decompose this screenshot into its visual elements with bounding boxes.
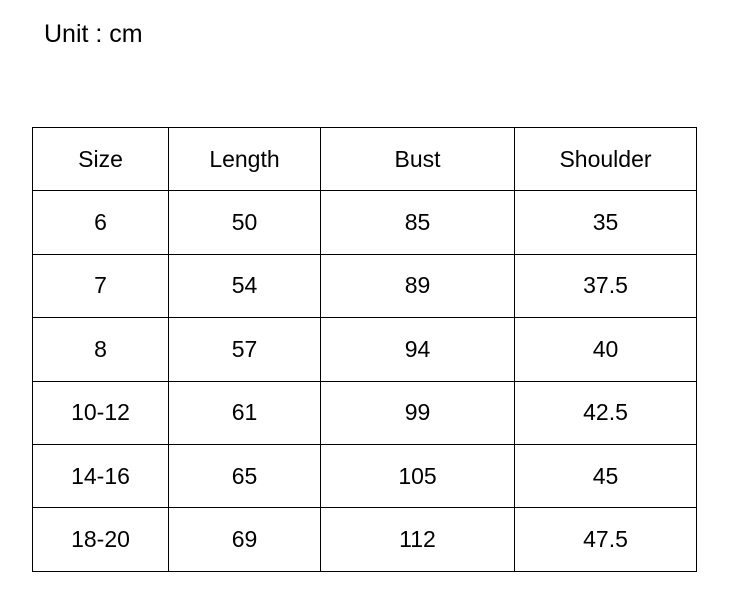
table-cell: 42.5: [514, 380, 697, 445]
column-header: Bust: [320, 126, 515, 192]
table-cell: 99: [320, 380, 515, 445]
table-cell: 18-20: [32, 507, 169, 572]
table-row: 6 50 85 35: [32, 190, 697, 255]
table-cell: 45: [514, 443, 697, 509]
table-cell: 8: [32, 317, 169, 382]
table-cell: 94: [320, 317, 515, 382]
table-cell: 57: [168, 317, 321, 382]
table-cell: 89: [320, 253, 515, 319]
table-cell: 6: [32, 190, 169, 255]
table-row: 10-12 61 99 42.5: [32, 380, 697, 445]
table-row: 8 57 94 40: [32, 317, 697, 382]
table-cell: 105: [320, 443, 515, 509]
table-cell: 35: [514, 190, 697, 255]
table-cell: 47.5: [514, 507, 697, 572]
table-cell: 37.5: [514, 253, 697, 319]
column-header: Shoulder: [514, 126, 697, 192]
header-row: Size Length Bust Shoulder: [32, 126, 697, 192]
table-cell: 61: [168, 380, 321, 445]
column-header: Size: [32, 126, 169, 192]
table-row: 18-20 69 112 47.5: [32, 507, 697, 572]
table-row: 14-16 65 105 45: [32, 443, 697, 509]
table-cell: 69: [168, 507, 321, 572]
table-cell: 10-12: [32, 380, 169, 445]
size-chart-table: Size Length Bust Shoulder 6 50 85 35 7 54 89 37.5 8 5…: [32, 126, 697, 572]
table-cell: 14-16: [32, 443, 169, 509]
table-cell: 54: [168, 253, 321, 319]
table-cell: 85: [320, 190, 515, 255]
table-cell: 40: [514, 317, 697, 382]
table-row: 7 54 89 37.5: [32, 253, 697, 319]
table-cell: 50: [168, 190, 321, 255]
unit-label: Unit : cm: [44, 20, 143, 48]
table-cell: 65: [168, 443, 321, 509]
table-cell: 112: [320, 507, 515, 572]
column-header: Length: [168, 126, 321, 192]
table-cell: 7: [32, 253, 169, 319]
